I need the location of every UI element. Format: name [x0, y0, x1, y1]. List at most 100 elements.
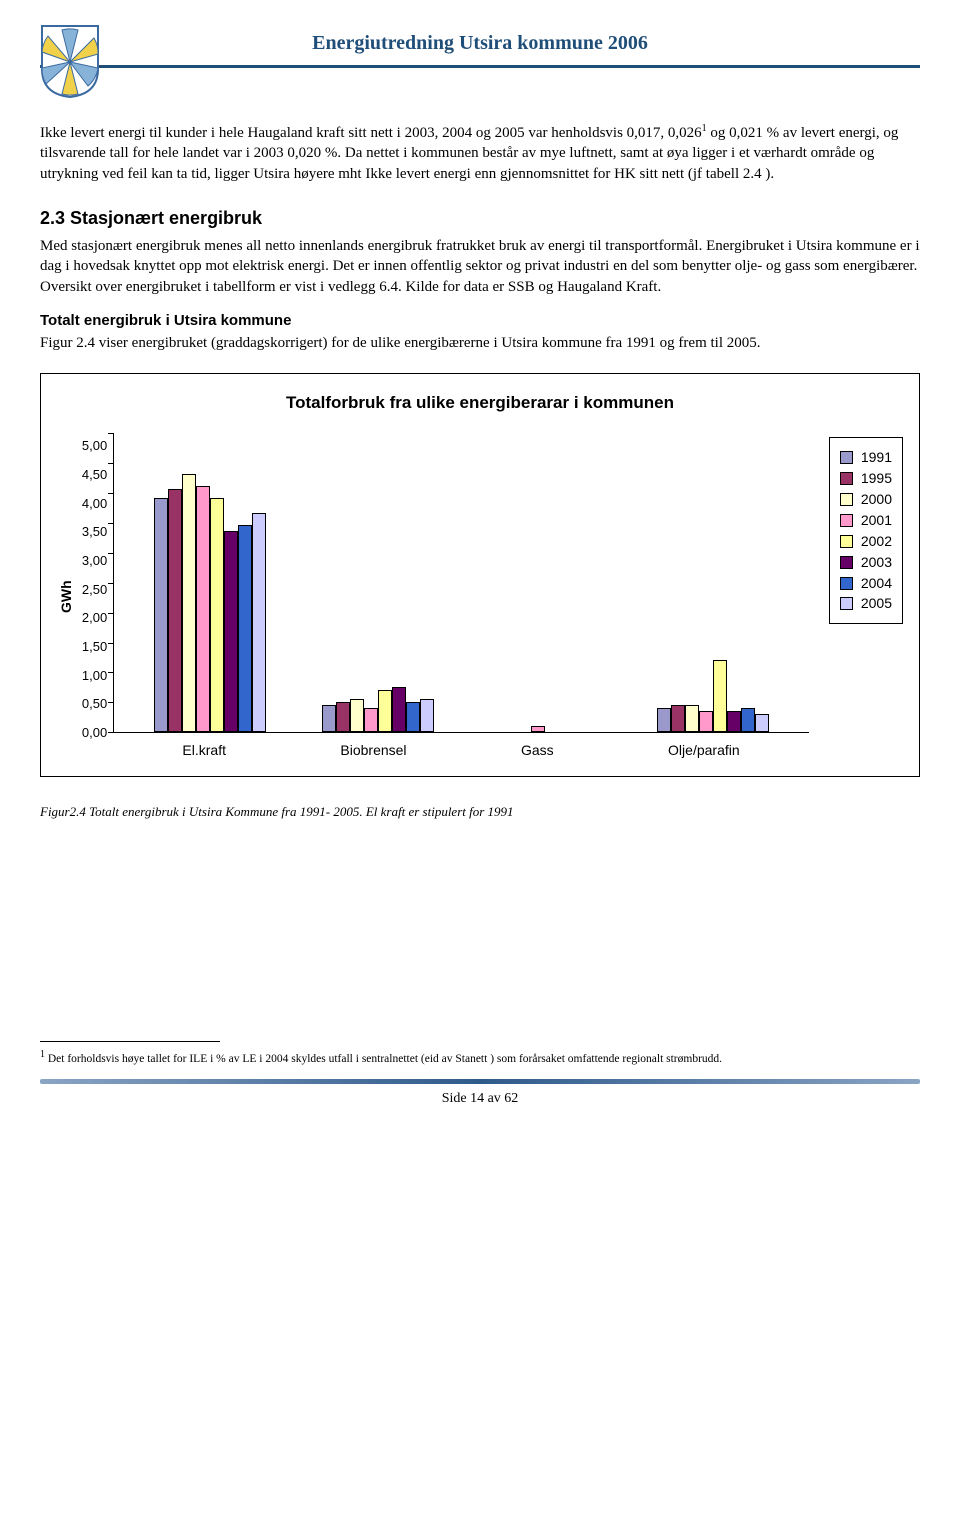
legend-swatch [840, 493, 853, 506]
bar [154, 498, 168, 732]
page-header: Energiutredning Utsira kommune 2006 [40, 24, 920, 104]
y-tick-mark [108, 613, 114, 614]
y-tick-label: 1,50 [82, 640, 107, 653]
bar [336, 702, 350, 732]
y-tick-mark [108, 702, 114, 703]
legend-label: 1995 [861, 469, 892, 488]
bar-group [657, 660, 769, 732]
page-footer: Side 14 av 62 [40, 1079, 920, 1109]
x-tick-label: Olje/parafin [668, 741, 740, 760]
section-para-2: Figur 2.4 viser energibruket (graddagsko… [40, 333, 920, 353]
y-axis-ticks: 5,00 4,50 4,00 3,50 3,00 2,50 2,00 1,50 1,00 0,50… [82, 433, 107, 733]
y-tick-label: 4,00 [82, 497, 107, 510]
legend-item: 1991 [840, 448, 892, 467]
footnote-text: Det forholdsvis høye tallet for ILE i % … [45, 1053, 722, 1065]
intro-paragraph: Ikke levert energi til kunder i hele Hau… [40, 122, 920, 184]
y-tick-label: 2,00 [82, 611, 107, 624]
y-tick-label: 4,50 [82, 468, 107, 481]
legend-item: 2005 [840, 594, 892, 613]
page: Energiutredning Utsira kommune 2006 Ikke… [0, 0, 960, 1129]
legend-item: 2002 [840, 532, 892, 551]
legend-swatch [840, 577, 853, 590]
y-tick-mark [108, 672, 114, 673]
bar [657, 708, 671, 732]
chart-body: GWh 5,00 4,50 4,00 3,50 3,00 2,50 2,00 1,50 1,00… [57, 433, 903, 760]
bar [350, 699, 364, 732]
subsection-heading: Totalt energibruk i Utsira kommune [40, 311, 920, 331]
bar [420, 699, 434, 732]
bar [685, 705, 699, 732]
x-tick-label: El.kraft [182, 741, 226, 760]
legend-swatch [840, 556, 853, 569]
section-heading: 2.3 Stasjonært energibruk [40, 206, 920, 230]
y-tick-mark [108, 553, 114, 554]
legend-item: 2000 [840, 490, 892, 509]
bar-group [154, 474, 266, 732]
chart-container: Totalforbruk fra ulike energiberarar i k… [40, 373, 920, 777]
y-axis-label: GWh [57, 447, 76, 747]
legend-label: 2000 [861, 490, 892, 509]
chart-legend: 1991 1995 2000 2001 2002 2003 20042005 [829, 437, 903, 624]
y-tick-mark [108, 433, 114, 434]
legend-swatch [840, 472, 853, 485]
bar [406, 702, 420, 732]
header-rule [40, 65, 920, 68]
bar [727, 711, 741, 732]
legend-label: 2003 [861, 553, 892, 572]
bar [671, 705, 685, 732]
bar [392, 687, 406, 732]
bar [196, 486, 210, 732]
legend-item: 1995 [840, 469, 892, 488]
legend-label: 2005 [861, 594, 892, 613]
bar [238, 525, 252, 732]
bar [210, 498, 224, 732]
y-tick-mark [108, 493, 114, 494]
bar [252, 513, 266, 732]
figure-caption: Figur2.4 Totalt energibruk i Utsira Komm… [40, 803, 920, 821]
legend-label: 1991 [861, 448, 892, 467]
bar [182, 474, 196, 732]
y-tick-mark [108, 732, 114, 733]
y-tick-label: 0,50 [82, 697, 107, 710]
bar [755, 714, 769, 732]
bar [322, 705, 336, 732]
y-tick-label: 1,00 [82, 669, 107, 682]
bar [713, 660, 727, 732]
legend-label: 2002 [861, 532, 892, 551]
bar [378, 690, 392, 732]
bar [224, 531, 238, 732]
legend-swatch [840, 514, 853, 527]
footer-rule [40, 1079, 920, 1084]
chart-plot [113, 433, 809, 733]
bar-group [489, 726, 601, 732]
footnote-separator [40, 1041, 220, 1042]
legend-swatch [840, 451, 853, 464]
y-tick-label: 3,00 [82, 554, 107, 567]
page-title: Energiutredning Utsira kommune 2006 [40, 24, 920, 57]
bar-group [322, 687, 434, 732]
bar [531, 726, 545, 732]
legend-swatch [840, 535, 853, 548]
x-tick-label: Biobrensel [340, 741, 406, 760]
y-tick-mark [108, 463, 114, 464]
bar-groups [114, 433, 809, 732]
page-number: Side 14 av 62 [40, 1090, 920, 1109]
y-tick-label: 0,00 [82, 726, 107, 739]
y-tick-label: 5,00 [82, 439, 107, 452]
municipal-logo-icon [40, 24, 100, 99]
y-tick-mark [108, 583, 114, 584]
footnote: 1 Det forholdsvis høye tallet for ILE i … [40, 1048, 920, 1067]
intro-text-a: Ikke levert energi til kunder i hele Hau… [40, 125, 702, 141]
legend-label: 2004 [861, 574, 892, 593]
y-tick-label: 3,50 [82, 525, 107, 538]
legend-item: 2001 [840, 511, 892, 530]
legend-label: 2001 [861, 511, 892, 530]
plot-area: El.kraftBiobrenselGassOlje/parafin [113, 433, 809, 760]
y-tick-label: 2,50 [82, 583, 107, 596]
bar [699, 711, 713, 732]
y-tick-mark [108, 643, 114, 644]
legend-swatch [840, 597, 853, 610]
chart-title: Totalforbruk fra ulike energiberarar i k… [57, 392, 903, 415]
legend-item: 2003 [840, 553, 892, 572]
x-axis-labels: El.kraftBiobrenselGassOlje/parafin [113, 741, 809, 760]
